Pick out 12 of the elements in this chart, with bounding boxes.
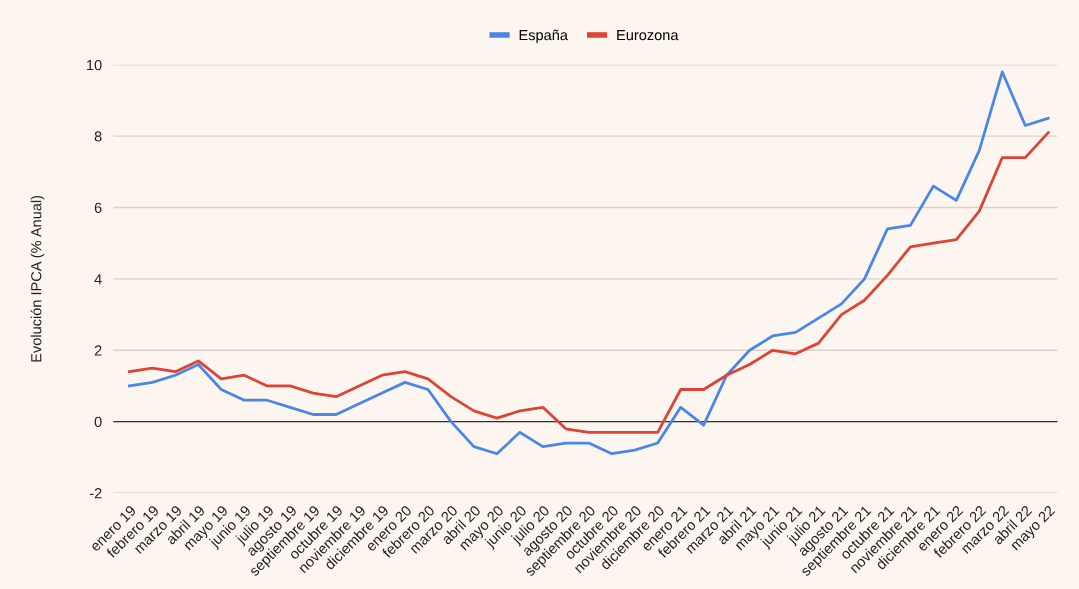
y-tick-label: 2	[94, 345, 102, 356]
legend-label: Eurozona	[617, 30, 679, 41]
line-series	[127, 131, 1050, 434]
y-tick-label: 10	[87, 59, 102, 71]
y-tick-label: 6	[94, 202, 102, 213]
y-tick-label: 8	[94, 131, 102, 142]
y-tick-label: 4	[94, 274, 102, 285]
y-tick-label: 0	[94, 416, 102, 428]
line-series	[127, 70, 1050, 456]
legend-label: España	[519, 29, 568, 44]
y-tick-label: -2	[89, 488, 102, 499]
y-axis-title: Evolución IPCA (% Anual)	[30, 195, 45, 362]
